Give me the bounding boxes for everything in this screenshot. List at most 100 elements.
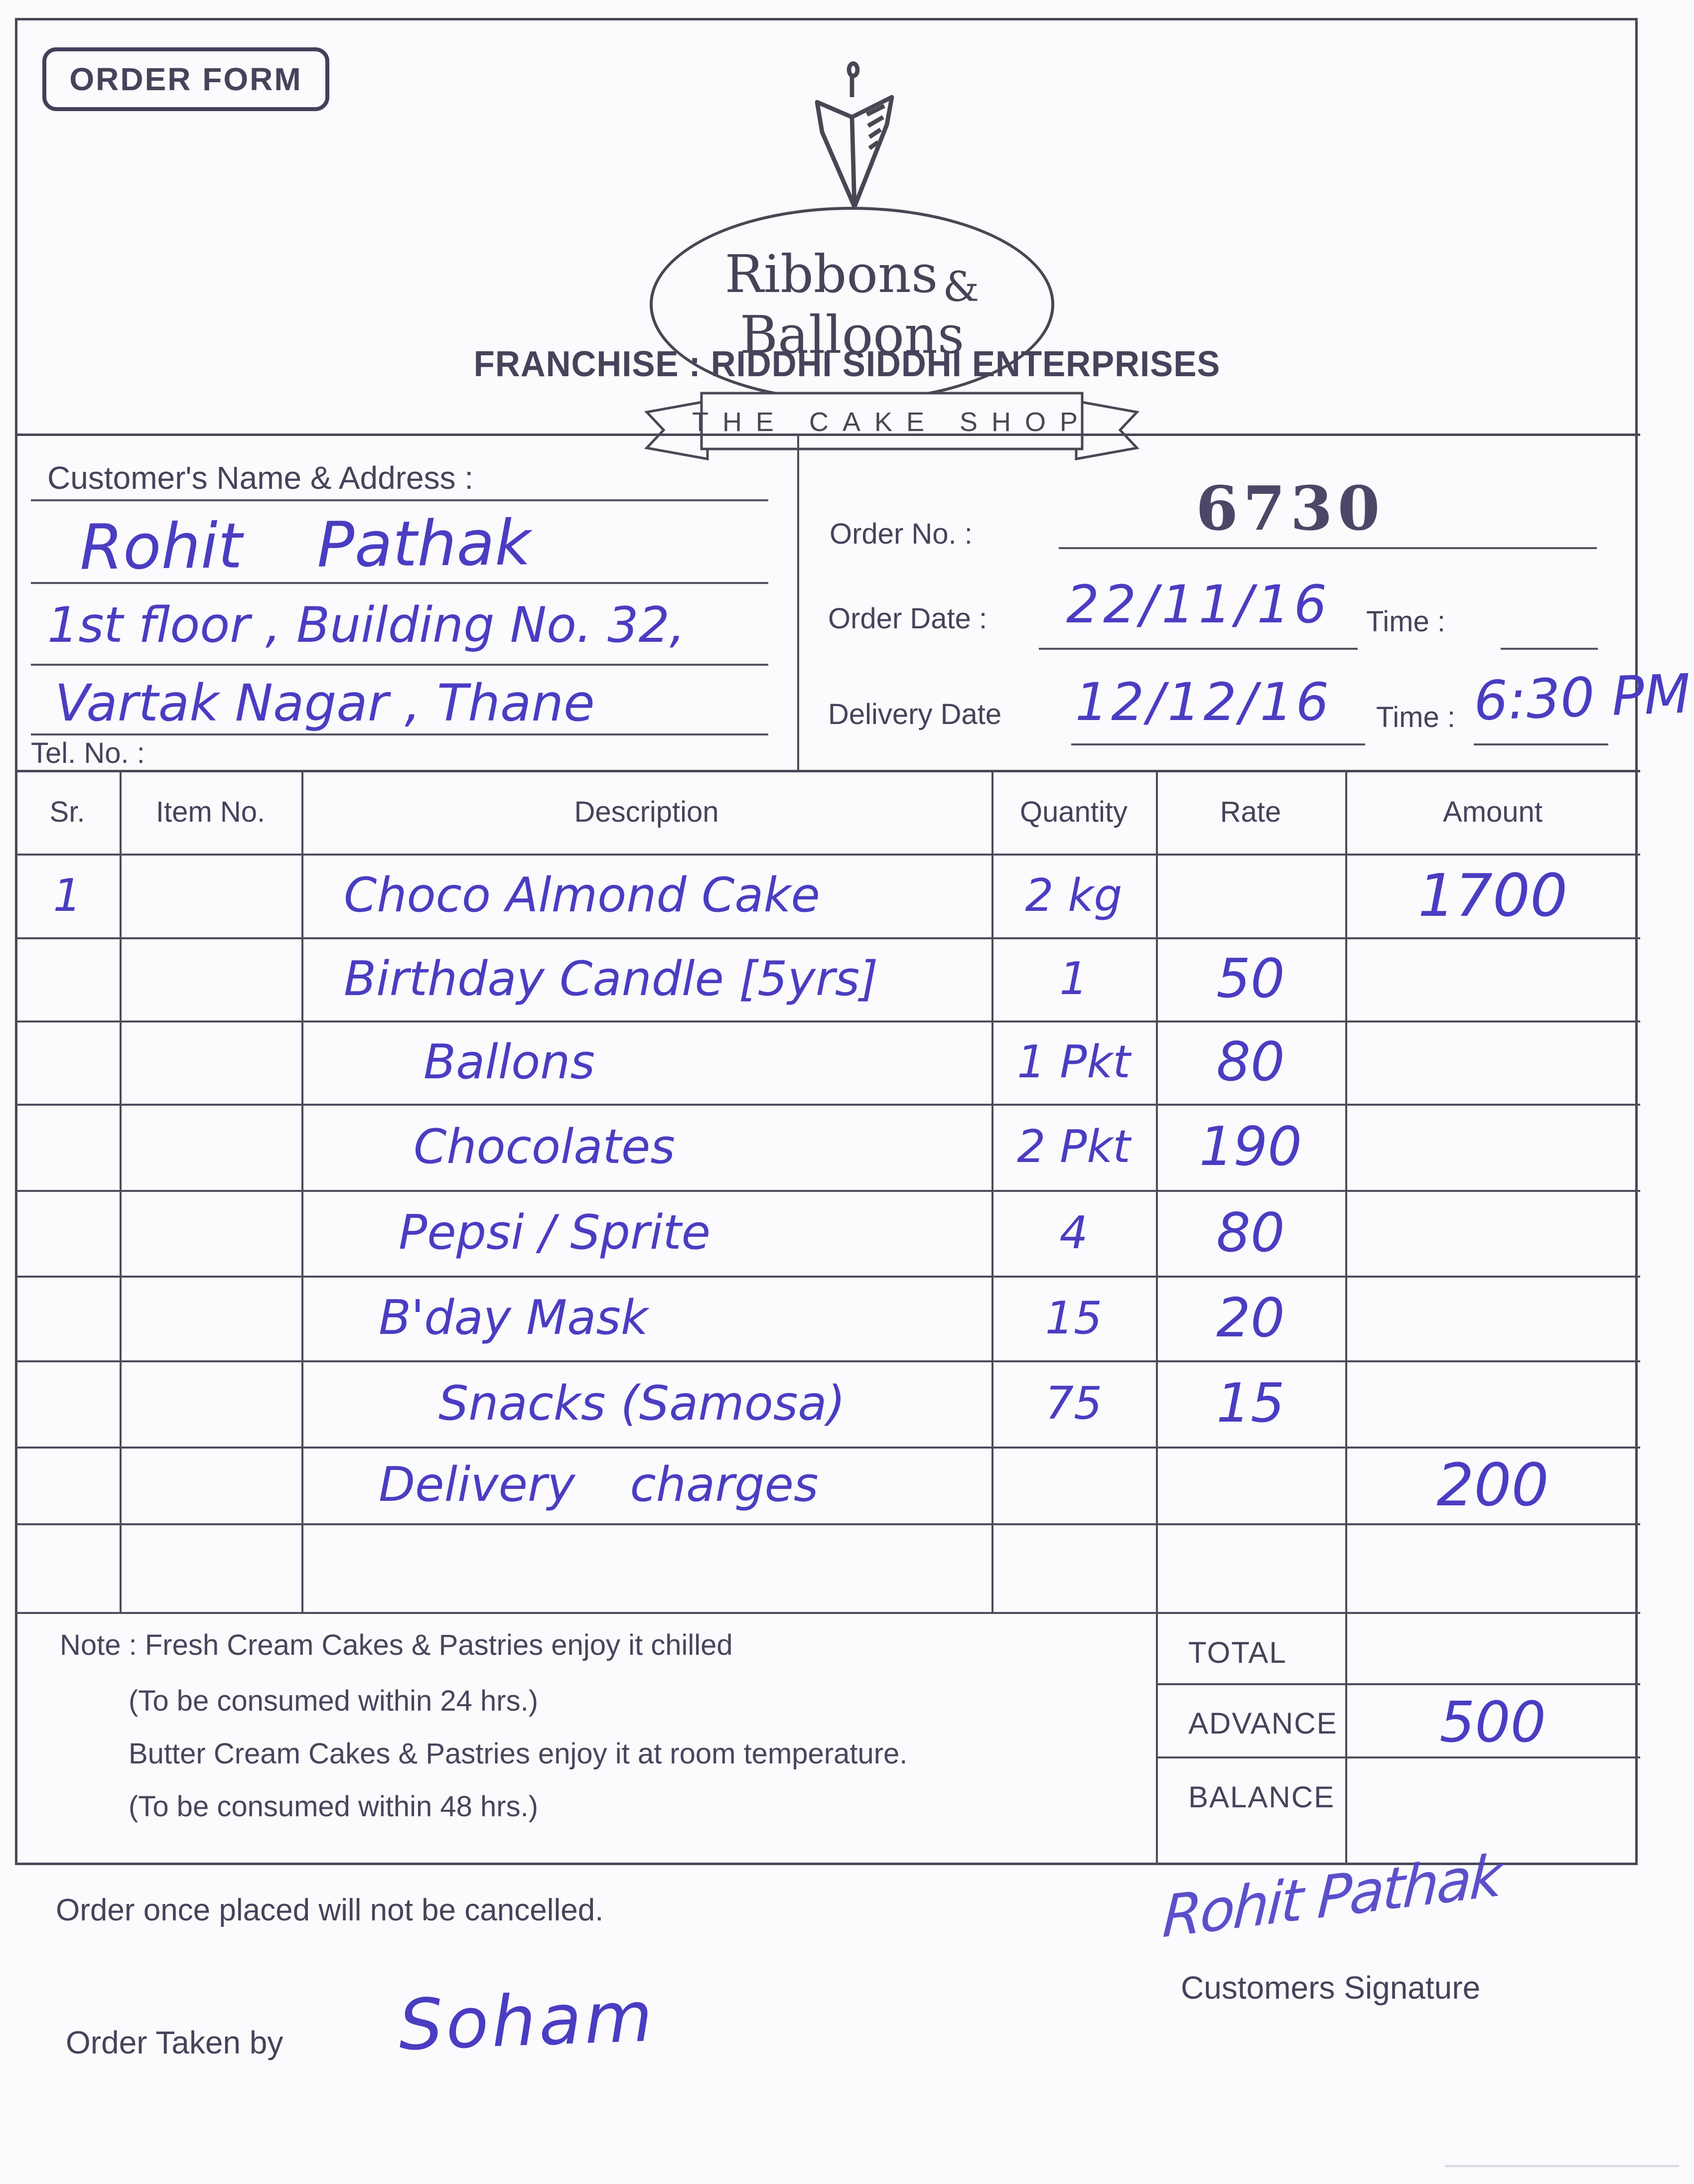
row-amount: 1700 (1417, 861, 1568, 930)
row-quantity: 1 Pkt (1017, 1036, 1130, 1088)
col-line-rate (1156, 770, 1158, 1865)
order-time-line (1501, 648, 1598, 650)
row-amount (1345, 1523, 1640, 1612)
row-rate (1156, 854, 1345, 937)
scan-artifact-line (1445, 2165, 1679, 2167)
row-quantity: 1 (1059, 953, 1088, 1005)
ruled-line (31, 664, 768, 666)
totals-line (1156, 1756, 1640, 1758)
header-rate: Rate (1220, 795, 1281, 828)
order-form-badge: ORDER FORM (42, 47, 329, 111)
customer-signature-label: Customers Signature (1181, 1970, 1481, 2006)
franchise-line: FRANCHISE : RIDDHI SIDDHI ENTERPRISES (473, 344, 1221, 384)
row-sr (15, 1523, 120, 1612)
form-outer-border (15, 18, 1638, 1865)
row-rate: 190 (1199, 1116, 1302, 1178)
customer-name-handwritten: Rohit Pathak (79, 507, 531, 584)
table-row: Delivery charges 200 (15, 1447, 1640, 1523)
header-amount: Amount (1443, 795, 1543, 828)
table-row: Ballons 1 Pkt 80 (15, 1020, 1640, 1104)
row-sr (15, 1447, 120, 1523)
order-date-label: Order Date : (828, 602, 988, 635)
table-row: 1 Choco Almond Cake 2 kg 1700 (15, 854, 1640, 937)
total-label: TOTAL (1188, 1636, 1287, 1669)
tel-label: Tel. No. : (31, 737, 145, 769)
row-quantity: 4 (1059, 1206, 1088, 1259)
col-line-amount (1345, 770, 1347, 1865)
delivery-date-line (1071, 743, 1365, 745)
row-description: Choco Almond Cake (344, 868, 820, 923)
totals-line (1156, 1683, 1640, 1685)
row-quantity: 75 (1045, 1377, 1103, 1430)
header-description: Description (574, 795, 719, 828)
row-sr (15, 1360, 120, 1447)
row-rate: 80 (1216, 1031, 1285, 1093)
row-description: Snacks (Samosa) (438, 1376, 846, 1431)
row-amount (1345, 1276, 1640, 1360)
ruled-line (31, 582, 768, 584)
info-top-line (15, 434, 1640, 436)
customer-address-line2-handwritten: Vartak Nagar , Thane (55, 674, 595, 733)
row-description (344, 1523, 991, 1612)
logo-ellipse: Ribbons & Balloons (650, 207, 1054, 402)
ruled-line (31, 733, 768, 735)
note-line-2: (To be consumed within 24 hrs.) (129, 1685, 539, 1717)
col-line-qty (991, 770, 993, 1612)
col-line-sr (120, 770, 122, 1612)
order-date-handwritten: 22/11/16 (1066, 574, 1331, 635)
logo-word-balloons: Balloons (739, 304, 965, 365)
header-item-no: Item No. (155, 795, 266, 828)
order-taken-by-handwritten: Soham (397, 1976, 657, 2066)
delivery-time-line (1474, 743, 1608, 745)
header-quantity: Quantity (1020, 795, 1128, 828)
row-amount (1345, 1020, 1640, 1104)
logo-ampersand: & (943, 264, 980, 311)
row-sr (15, 1104, 120, 1190)
col-line-item (301, 770, 303, 1612)
table-row: Birthday Candle [5yrs] 1 50 (15, 937, 1640, 1020)
table-row: B'day Mask 15 20 (15, 1276, 1640, 1360)
table-row: Pepsi / Sprite 4 80 (15, 1190, 1640, 1276)
row-quantity: 15 (1045, 1292, 1103, 1344)
row-description: Chocolates (414, 1119, 675, 1174)
row-quantity (991, 1447, 1156, 1523)
info-divider (797, 434, 799, 770)
row-sr (15, 1020, 120, 1104)
delivery-time-handwritten: 6:30 PM (1472, 663, 1692, 733)
brand-logo: Ribbons & Balloons THE CAKE SHOP (638, 60, 1139, 466)
order-no-line (1059, 547, 1597, 549)
row-sr: 1 (53, 869, 82, 922)
row-rate: 20 (1216, 1287, 1285, 1349)
advance-label: ADVANCE (1188, 1707, 1338, 1740)
table-top-line (15, 770, 1640, 772)
row-amount (1345, 937, 1640, 1020)
row-sr (15, 1276, 120, 1360)
table-line (15, 1612, 1640, 1614)
row-rate (1156, 1447, 1345, 1523)
table-line (15, 1190, 1640, 1192)
header-sr: Sr. (49, 795, 85, 828)
table-line (15, 1276, 1640, 1278)
table-row: Snacks (Samosa) 75 15 (15, 1360, 1640, 1447)
row-description: Ballons (424, 1034, 595, 1090)
delivery-date-label: Delivery Date (828, 698, 1002, 730)
banner-text: THE CAKE SHOP (692, 407, 1092, 437)
row-description: B'day Mask (379, 1291, 648, 1345)
row-description: Delivery charges (379, 1457, 819, 1512)
table-row (15, 1523, 1640, 1612)
row-sr (15, 1190, 120, 1276)
row-description: Pepsi / Sprite (399, 1205, 711, 1260)
row-amount (1345, 1104, 1640, 1190)
advance-value-handwritten: 500 (1439, 1690, 1546, 1755)
order-no-label: Order No. : (830, 518, 973, 550)
table-line (15, 1360, 1640, 1362)
note-line-1: Note : Fresh Cream Cakes & Pastries enjo… (60, 1629, 733, 1661)
table-line (15, 937, 1640, 939)
balance-label: BALANCE (1188, 1780, 1335, 1814)
row-quantity (991, 1523, 1156, 1612)
cake-slice-icon (815, 61, 894, 209)
logo-word-ribbons: Ribbons & (724, 244, 980, 311)
row-sr (15, 937, 120, 1020)
table-line (15, 1020, 1640, 1022)
logo-banner-ribbon: THE CAKE SHOP (638, 384, 1139, 466)
